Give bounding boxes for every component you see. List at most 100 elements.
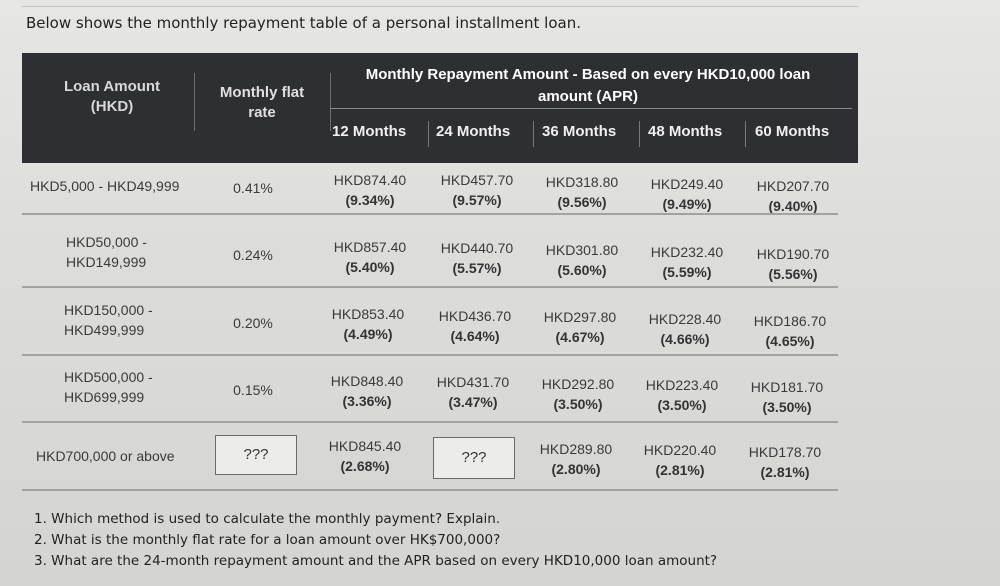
row3-loan-line1: HKD150,000 - (64, 302, 153, 318)
row4-24m: HKD431.70 (3.47%) (428, 372, 518, 412)
row4-loan-line1: HKD500,000 - (64, 369, 153, 385)
row5-24m-unknown: ??? (433, 437, 515, 479)
row4-loan-line2: HKD699,999 (64, 389, 145, 405)
month-headers: 12 Months 24 Months 36 Months 48 Months … (328, 121, 858, 147)
header-repayment: Monthly Repayment Amount - Based on ever… (338, 64, 838, 108)
row1-12m: HKD874.40 (9.34%) (325, 170, 415, 210)
header-underline (330, 108, 852, 109)
amount: HKD220.40 (643, 442, 717, 458)
header-divider (330, 73, 331, 131)
row5-60m: HKD178.70 (2.81%) (740, 442, 830, 482)
apr: (4.49%) (343, 326, 393, 342)
row4-36m: HKD292.80 (3.50%) (533, 374, 623, 414)
row1-36m: HKD318.80 (9.56%) (537, 172, 627, 212)
row3-12m: HKD853.40 (4.49%) (323, 304, 413, 344)
question-2: 2. What is the monthly flat rate for a l… (34, 532, 501, 548)
amount: HKD228.40 (648, 311, 722, 327)
header-repayment-line2: amount (APR) (538, 88, 638, 105)
amount: HKD297.80 (543, 309, 617, 325)
apr: (2.81%) (760, 464, 810, 480)
row1-48m: HKD249.40 (9.49%) (642, 174, 732, 214)
row4-12m: HKD848.40 (3.36%) (322, 371, 412, 411)
apr: (9.40%) (768, 198, 818, 214)
row5-48m: HKD220.40 (2.81%) (635, 440, 725, 480)
row-divider (22, 286, 838, 288)
row5-loan-amount: HKD700,000 or above (36, 446, 175, 466)
top-divider (22, 6, 858, 7)
apr: (2.68%) (340, 458, 390, 474)
row2-12m: HKD857.40 (5.40%) (325, 237, 415, 277)
amount: HKD190.70 (756, 246, 830, 262)
apr: (9.34%) (345, 192, 395, 208)
apr: (4.66%) (660, 331, 710, 347)
row3-loan-line2: HKD499,999 (64, 322, 145, 338)
row1-loan-line1: HKD5,000 - HKD49,999 (30, 178, 180, 194)
header-rate-line1: Monthly flat (219, 84, 305, 101)
header-loan-amount-unit: (HKD) (90, 98, 134, 115)
amount: HKD207.70 (756, 178, 830, 194)
row-divider (22, 489, 838, 491)
row1-loan-amount: HKD5,000 - HKD49,999 (30, 176, 179, 196)
header-divider (194, 73, 195, 131)
row4-rate: 0.15% (233, 382, 273, 398)
amount: HKD436.70 (438, 308, 512, 324)
month-48: 48 Months (648, 123, 723, 140)
row5-36m: HKD289.80 (2.80%) (531, 439, 621, 479)
row-divider (22, 354, 838, 356)
row4-loan-amount: HKD500,000 - HKD699,999 (64, 367, 153, 407)
amount: HKD857.40 (333, 239, 407, 255)
amount: HKD232.40 (650, 244, 724, 260)
intro-text: Below shows the monthly repayment table … (26, 14, 581, 32)
amount: HKD249.40 (650, 176, 724, 192)
apr: (2.81%) (655, 462, 705, 478)
apr: (5.40%) (345, 259, 395, 275)
apr: (3.50%) (553, 396, 603, 412)
row5-rate-unknown: ??? (215, 435, 297, 475)
amount: HKD853.40 (331, 306, 405, 322)
amount: HKD457.70 (440, 172, 514, 188)
row2-loan-amount: HKD50,000 - HKD149,999 (66, 232, 147, 272)
row2-loan-line2: HKD149,999 (66, 254, 147, 270)
questions-list: 1. Which method is used to calculate the… (34, 509, 717, 572)
amount: HKD440.70 (440, 240, 514, 256)
row2-48m: HKD232.40 (5.59%) (642, 242, 732, 282)
amount: HKD874.40 (333, 172, 407, 188)
amount: HKD301.80 (545, 242, 619, 258)
amount: HKD223.40 (645, 377, 719, 393)
row3-60m: HKD186.70 (4.65%) (745, 311, 835, 351)
amount: HKD431.70 (436, 374, 510, 390)
row4-60m: HKD181.70 (3.50%) (742, 377, 832, 417)
amount: HKD186.70 (753, 313, 827, 329)
amount: HKD318.80 (545, 174, 619, 190)
apr: (4.64%) (450, 328, 500, 344)
row3-48m: HKD228.40 (4.66%) (640, 309, 730, 349)
apr: (5.59%) (662, 264, 712, 280)
apr: (9.57%) (452, 192, 502, 208)
question-3: 3. What are the 24-month repayment amoun… (34, 553, 718, 569)
row1-60m: HKD207.70 (9.40%) (748, 176, 838, 216)
month-12: 12 Months (332, 123, 407, 140)
amount: HKD292.80 (541, 376, 615, 392)
row3-36m: HKD297.80 (4.67%) (535, 307, 625, 347)
row2-rate: 0.24% (233, 247, 273, 263)
row5-loan-line1: HKD700,000 or above (36, 448, 175, 464)
amount: HKD289.80 (539, 441, 613, 457)
apr: (5.57%) (452, 260, 502, 276)
apr: (9.56%) (557, 194, 607, 210)
apr: (3.36%) (342, 393, 392, 409)
row-divider (22, 421, 838, 423)
row1-24m: HKD457.70 (9.57%) (432, 170, 522, 210)
month-60: 60 Months (755, 123, 830, 140)
header-loan-amount-label: Loan Amount (63, 78, 161, 95)
month-divider (639, 121, 640, 147)
apr: (3.50%) (762, 399, 812, 415)
apr: (5.60%) (557, 262, 607, 278)
apr: (4.65%) (765, 333, 815, 349)
amount: HKD181.70 (750, 379, 824, 395)
month-36: 36 Months (542, 123, 617, 140)
row-divider (22, 213, 838, 215)
amount: HKD845.40 (328, 438, 402, 454)
apr: (3.50%) (657, 397, 707, 413)
apr: (2.80%) (551, 461, 601, 477)
